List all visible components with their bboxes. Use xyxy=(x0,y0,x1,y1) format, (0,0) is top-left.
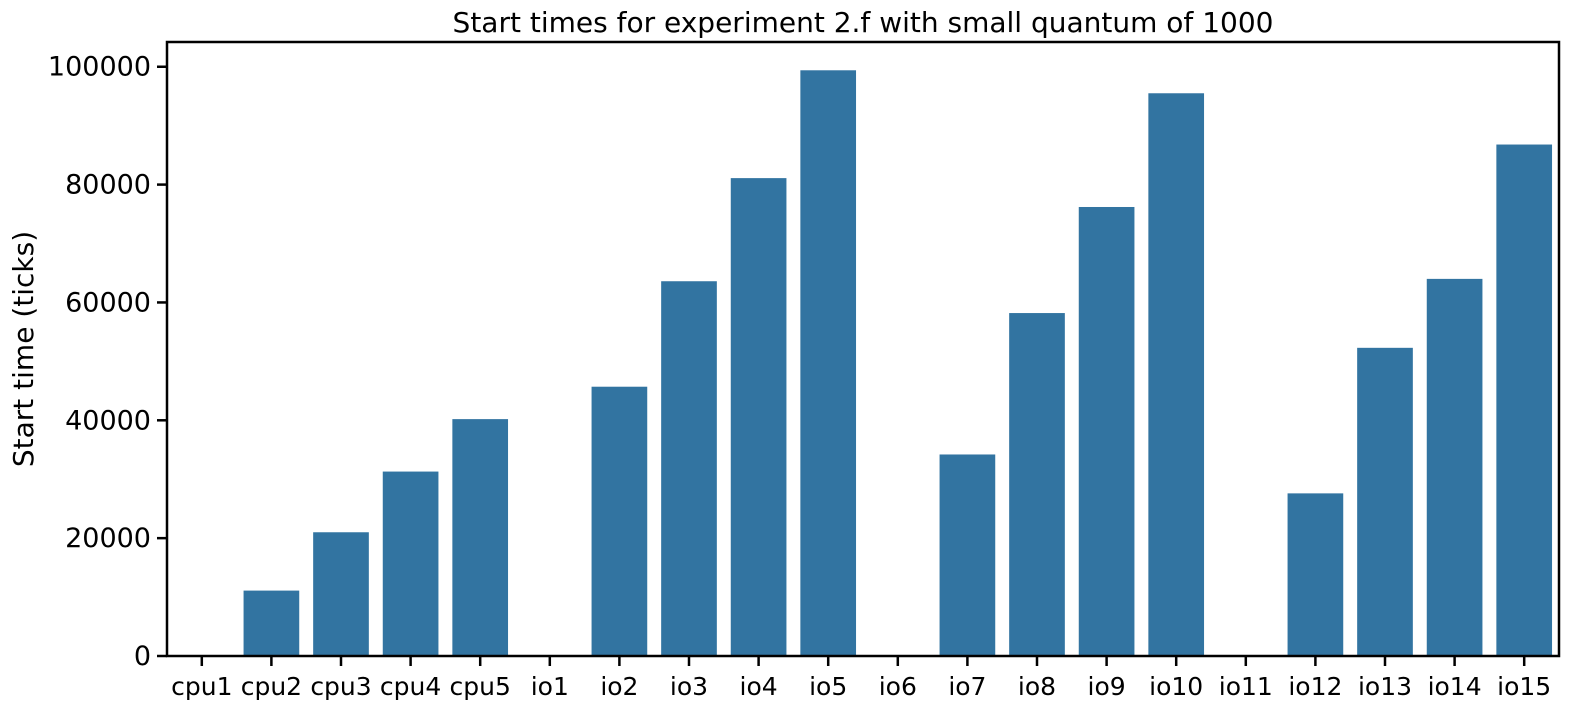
x-tick-label-io6: io6 xyxy=(879,672,917,701)
bar-cpu3 xyxy=(313,532,369,656)
bar-cpu4 xyxy=(382,471,439,656)
bar-io12 xyxy=(1287,493,1344,656)
bar-io5 xyxy=(800,70,857,657)
x-tick-label-io15: io15 xyxy=(1497,672,1551,701)
y-tick-label-0: 0 xyxy=(134,641,151,672)
y-tick-label-40000: 40000 xyxy=(65,405,151,436)
x-tick-label-io7: io7 xyxy=(948,672,986,701)
x-tick-label-cpu4: cpu4 xyxy=(380,672,441,701)
bar-io2 xyxy=(591,386,648,656)
bar-io4 xyxy=(730,178,787,657)
bar-io15 xyxy=(1496,144,1553,656)
y-tick-label-100000: 100000 xyxy=(48,52,151,83)
y-axis-label: Start time (ticks) xyxy=(7,231,40,467)
x-tick-label-io8: io8 xyxy=(1018,672,1056,701)
bars-layer xyxy=(243,70,1553,657)
bar-io7 xyxy=(939,454,996,656)
y-tick-label-20000: 20000 xyxy=(65,523,151,554)
bar-io13 xyxy=(1357,347,1413,656)
x-tick-label-io2: io2 xyxy=(600,672,638,701)
bar-io10 xyxy=(1148,93,1205,656)
x-tick-label-io3: io3 xyxy=(670,672,708,701)
plot-frame xyxy=(165,40,1561,658)
y-tick-label-80000: 80000 xyxy=(65,170,151,201)
x-tick-label-cpu3: cpu3 xyxy=(310,672,371,701)
x-tick-label-io1: io1 xyxy=(531,672,569,701)
x-tick-label-io13: io13 xyxy=(1358,672,1412,701)
bar-io3 xyxy=(661,281,717,656)
bar-io9 xyxy=(1078,206,1135,656)
bar-cpu2 xyxy=(243,590,300,656)
x-tick-label-io10: io10 xyxy=(1149,672,1203,701)
x-tick-label-io12: io12 xyxy=(1288,672,1342,701)
x-tick-label-io11: io11 xyxy=(1219,672,1273,701)
bar-cpu5 xyxy=(452,419,509,656)
bar-io8 xyxy=(1009,313,1065,656)
x-tick-label-io9: io9 xyxy=(1088,672,1126,701)
y-axis-ticks: 0 20000 40000 60000 80000 100000 xyxy=(48,52,167,672)
x-tick-label-cpu2: cpu2 xyxy=(241,672,302,701)
x-tick-label-io4: io4 xyxy=(740,672,778,701)
y-tick-label-60000: 60000 xyxy=(65,287,151,318)
x-axis-ticks: cpu1 cpu2 cpu3 cpu4 cpu5 io1 io2 io3 io4 io5 io6 io… xyxy=(171,656,1551,701)
x-tick-label-cpu5: cpu5 xyxy=(450,672,511,701)
bar-io14 xyxy=(1426,278,1483,656)
chart-title: Start times for experiment 2.f with smal… xyxy=(453,6,1274,39)
x-tick-label-cpu1: cpu1 xyxy=(171,672,232,701)
x-tick-label-io5: io5 xyxy=(809,672,847,701)
x-tick-label-io14: io14 xyxy=(1428,672,1482,701)
